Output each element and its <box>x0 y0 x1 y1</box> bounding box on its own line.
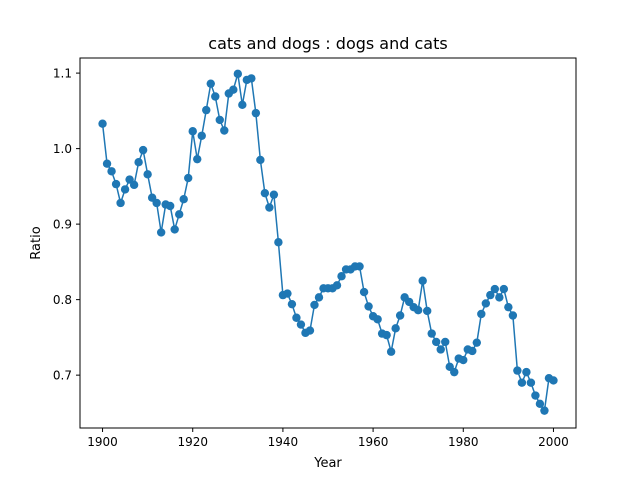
data-point <box>481 299 491 308</box>
data-point <box>472 338 481 347</box>
data-point <box>477 309 486 319</box>
data-point <box>134 158 143 167</box>
axes-frame <box>79 57 577 429</box>
data-point <box>233 69 243 79</box>
data-point <box>310 300 319 310</box>
data-point <box>170 225 179 234</box>
data-point <box>143 170 152 179</box>
x-tick-label: 1900 <box>87 435 118 449</box>
data-point <box>305 326 315 335</box>
data-point <box>423 306 432 316</box>
data-point <box>269 190 279 199</box>
data-point <box>441 337 450 347</box>
data-point <box>265 203 274 212</box>
data-point <box>513 366 522 375</box>
y-tick-label: 1.0 <box>53 142 72 156</box>
x-tick-label: 1980 <box>448 435 479 449</box>
data-point <box>517 378 527 387</box>
data-point <box>111 179 121 189</box>
y-tick-label: 0.7 <box>53 369 72 383</box>
data-point <box>486 290 495 300</box>
data-point <box>540 406 549 415</box>
data-point <box>287 299 297 309</box>
data-point <box>395 311 405 320</box>
data-point <box>355 262 364 271</box>
data-point <box>238 100 247 110</box>
data-point <box>364 302 373 311</box>
data-point <box>188 127 197 136</box>
data-point <box>184 173 193 183</box>
y-tick-label: 0.9 <box>53 218 72 232</box>
data-point <box>504 302 513 312</box>
data-point <box>468 346 477 356</box>
data-point <box>202 105 211 115</box>
data-point <box>499 284 509 294</box>
data-point <box>292 313 301 322</box>
data-point <box>251 108 261 118</box>
data-point <box>116 198 125 208</box>
plot-area <box>98 69 558 415</box>
x-tick-label: 1960 <box>358 435 389 449</box>
data-point <box>206 79 215 88</box>
data-point <box>359 287 369 297</box>
data-point <box>197 131 206 140</box>
data-point <box>211 92 220 101</box>
data-point <box>418 276 427 285</box>
data-point <box>337 272 346 281</box>
data-point <box>247 74 256 83</box>
x-tick-label: 1940 <box>268 435 299 449</box>
data-point <box>175 210 184 219</box>
data-point <box>156 228 166 237</box>
data-point <box>138 145 148 155</box>
data-point <box>152 198 161 208</box>
data-point <box>220 126 229 135</box>
data-point <box>522 367 531 377</box>
data-point <box>102 159 112 168</box>
data-point <box>165 201 175 211</box>
data-point <box>432 337 441 347</box>
data-point <box>215 115 224 125</box>
data-point <box>98 119 107 128</box>
data-point <box>450 367 459 377</box>
data-point <box>526 378 536 387</box>
data-point <box>490 284 500 294</box>
x-axis-label: Year <box>313 456 342 471</box>
data-point <box>107 167 116 176</box>
data-point <box>508 311 518 320</box>
data-point <box>256 155 265 165</box>
x-axis: 1900 1920 1940 1960 1980 2000 <box>87 428 569 449</box>
data-point <box>193 154 202 164</box>
data-point <box>373 315 382 324</box>
y-tick-label: 0.8 <box>53 293 72 307</box>
data-point <box>549 376 558 385</box>
data-point <box>436 345 445 354</box>
y-axis-label: Ratio <box>29 226 44 259</box>
data-point <box>296 320 306 329</box>
chart-title: cats and dogs : dogs and cats <box>208 34 447 53</box>
y-tick-label: 1.1 <box>53 67 72 81</box>
data-point <box>413 306 423 315</box>
data-point <box>495 293 504 302</box>
data-point <box>382 330 391 340</box>
data-point <box>260 188 270 198</box>
data-point <box>283 289 292 298</box>
data-point <box>229 85 238 94</box>
data-point <box>386 347 396 356</box>
data-point <box>535 399 545 409</box>
x-tick-label: 2000 <box>538 435 569 449</box>
data-point <box>314 293 324 302</box>
y-axis: 0.7 0.8 0.9 1.0 1.1 <box>53 67 80 383</box>
data-point <box>332 281 342 290</box>
data-point <box>274 238 283 247</box>
x-tick-label: 1920 <box>177 435 208 449</box>
data-point <box>129 180 139 190</box>
data-point <box>531 391 540 400</box>
data-point <box>459 355 468 365</box>
data-point <box>120 185 130 194</box>
data-point <box>179 195 188 204</box>
data-point <box>427 329 436 338</box>
data-point <box>391 324 400 333</box>
